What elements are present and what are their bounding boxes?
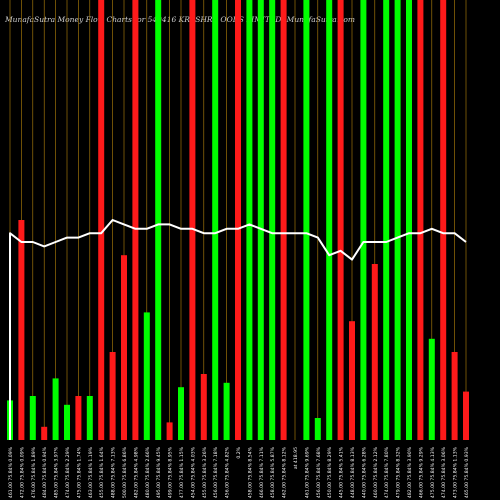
x-tick-label: 499.00 75.84% 8.95% [168, 446, 174, 498]
x-tick-label: 461.00 75.84% 0.09% [8, 446, 14, 498]
x-tick-label: 445.00 75.84% 5.41% [339, 446, 345, 498]
money-flow-bar [75, 396, 82, 440]
x-tick-label: 495.00 75.84% 9.45% [156, 446, 162, 498]
x-tick-label: 474.00 75.84% 7.80% [384, 446, 390, 498]
money-flow-bar [326, 0, 333, 440]
x-tick-label: 456.00 75.84% 7.18% [213, 446, 219, 498]
x-tick-label: 455.00 75.84% 1.64% [99, 446, 105, 498]
x-tick-label: 465.00 75.84% 0.93% [464, 446, 470, 498]
money-flow-bar [132, 0, 139, 440]
money-flow-bar [406, 0, 412, 440]
money-flow-bar [200, 374, 207, 440]
money-flow-bar [440, 0, 447, 440]
money-flow-bar [64, 404, 70, 440]
money-flow-bar [303, 0, 310, 440]
x-tick-label: 466.00 75.84% 9.29% [418, 446, 424, 498]
x-tick-label: 475.00 75.84% 1.74% [76, 446, 82, 498]
x-tick-label: 482.00 75.84% 3.90% [407, 446, 413, 498]
money-flow-bar [428, 338, 435, 440]
money-flow-bar [29, 396, 36, 440]
x-tick-label: 472.00 75.84% 0.09% [19, 446, 25, 498]
x-tick-label: 500.00 75.84% 6.86% [122, 446, 128, 498]
money-flow-bar [41, 426, 48, 440]
x-tick-label: 458.00 75.84% 5.87% [270, 446, 276, 498]
x-tick-label: 488.00 75.84% 7.13% [111, 446, 117, 498]
money-flow-bar [463, 391, 469, 440]
money-flow-bar [451, 352, 458, 440]
x-tick-label: 462.00 75.84% 8.12% [282, 446, 288, 498]
x-tick-label: 482.00 75.84% 4.98% [133, 446, 139, 498]
money-flow-bar [349, 321, 355, 440]
money-flow-bars [7, 0, 469, 440]
x-tick-label: 474.00 75.84% 2.29% [65, 446, 71, 498]
x-tick-label: 456.00 75.84% 4.82% [225, 446, 231, 498]
money-flow-bar [143, 312, 150, 440]
money-flow-bar [269, 0, 276, 440]
x-tick-label: 458.00 75.84% 8.54% [247, 446, 253, 498]
x-tick-label: 476.00 75.84% 1.89% [31, 446, 37, 498]
money-flow-bar [121, 255, 127, 440]
money-flow-bar [371, 264, 378, 440]
x-tick-label: 454.00 75.84% 4.03% [190, 446, 196, 498]
money-flow-bar [98, 0, 105, 440]
x-tick-label: 477.00 75.84% 1.15% [179, 446, 185, 498]
x-tick-label: 479.00 75.84% 8.32% [396, 446, 402, 498]
x-tick-label: 485.00 75.84% 3.97% [54, 446, 60, 498]
money-flow-bar [314, 418, 321, 440]
money-flow-bar [246, 0, 253, 440]
money-flow-bar [109, 352, 116, 440]
money-flow-bar [383, 0, 390, 440]
x-tick-label: 480.00 75.84% 2.66% [145, 446, 151, 498]
chart-title: MunafaSutra Money Flow Charts for 540416… [5, 15, 355, 24]
x-tick-label: 0.2% [236, 446, 242, 458]
money-flow-bar [257, 0, 264, 440]
x-tick-label: 448.00 75.84% 8.13% [350, 446, 356, 498]
x-tick-label: 440.00 75.84% 6.28% [361, 446, 367, 498]
x-tick-label: 475.00 75.84% 4.13% [430, 446, 436, 498]
x-tick-label: 455.00 75.84% 3.26% [202, 446, 208, 498]
money-flow-bar [166, 422, 173, 440]
money-flow-bar [86, 396, 93, 440]
money-flow-bar [212, 0, 219, 440]
money-flow-bar [337, 0, 344, 440]
tick-labels: 461.00 75.84% 0.09% 472.00 75.84% 0.09% 47… [8, 446, 470, 498]
x-tick-label: 460.00 75.84% 2.12% [373, 446, 379, 498]
money-flow-bar [189, 0, 196, 440]
x-tick-label: 474.00 75.84% 3.06% [441, 446, 447, 498]
money-flow-bar [280, 0, 287, 440]
price-line [9, 219, 467, 440]
x-tick-label: 456.00 75.84% 7.68% [316, 446, 322, 498]
money-flow-bar [18, 220, 25, 440]
money-flow-bar [155, 0, 162, 440]
x-tick-label: 463.00 75.84% 1.19% [88, 446, 94, 498]
money-flow-bar [417, 0, 424, 440]
money-flow-bar [360, 0, 367, 440]
x-tick-label: 466.00 75.84% 7.11% [259, 446, 265, 498]
x-tick-label: 473.00 75.84% 1.13% [453, 446, 459, 498]
money-flow-bar [178, 387, 184, 440]
x-tick-label: 450.00 75.84% 8.29% [327, 446, 333, 498]
money-flow-bar [235, 0, 241, 440]
money-flow-bar [394, 0, 401, 440]
x-tick-label: at 418.95 [293, 447, 299, 469]
x-tick-label: 484.00 75.84% 0.94% [42, 446, 48, 498]
money-flow-bar [52, 378, 59, 440]
x-tick-label: 461.00 75.84% 9.69% [304, 446, 310, 498]
price-line-layer [9, 219, 467, 440]
money-flow-bar [223, 382, 230, 440]
